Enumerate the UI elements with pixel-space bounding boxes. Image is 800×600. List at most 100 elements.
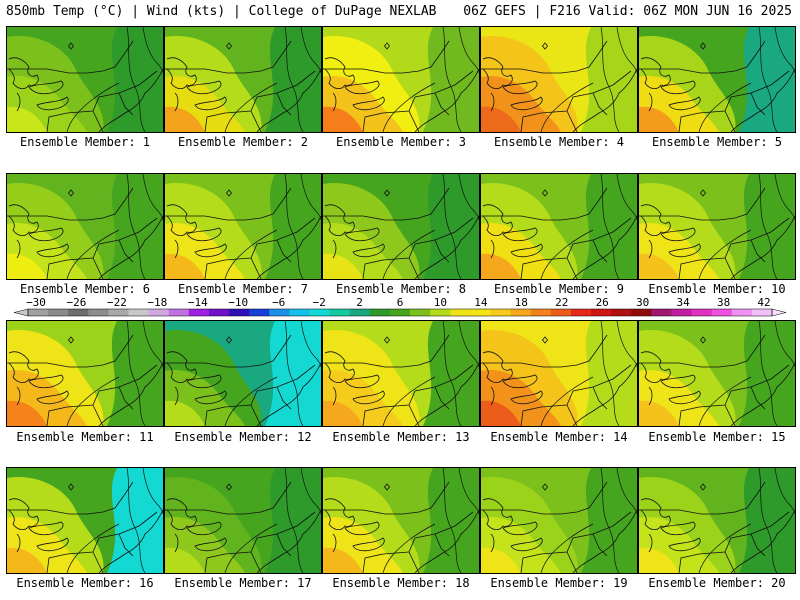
ensemble-panel bbox=[322, 173, 480, 280]
colorbar-swatch bbox=[108, 309, 130, 316]
colorbar-swatch bbox=[410, 309, 431, 316]
colorbar-tick-label: 26 bbox=[596, 296, 609, 309]
colorbar-tick-label: 18 bbox=[515, 296, 528, 309]
colorbar-tick-label: 2 bbox=[356, 296, 363, 309]
colorbar-tick-label: −10 bbox=[228, 296, 248, 309]
colorbar-swatch bbox=[88, 309, 109, 316]
colorbar-tick-label: −6 bbox=[272, 296, 285, 309]
colorbar-tick-label: 38 bbox=[717, 296, 730, 309]
colorbar-tick-label: −30 bbox=[26, 296, 46, 309]
ensemble-panel bbox=[480, 173, 638, 280]
ensemble-member-label: Ensemble Member: 4 bbox=[493, 135, 625, 149]
colorbar-swatch bbox=[389, 309, 411, 316]
temperature-map bbox=[323, 174, 479, 279]
ensemble-member-label: Ensemble Member: 14 bbox=[490, 430, 628, 444]
map-title: 850mb Temp (°C) | Wind (kts) | College o… bbox=[6, 4, 437, 19]
colorbar-swatch bbox=[711, 309, 733, 316]
temperature-map bbox=[481, 321, 637, 426]
ensemble-panel bbox=[480, 467, 638, 574]
colorbar-swatch bbox=[611, 309, 632, 316]
colorbar-tick-label: −26 bbox=[66, 296, 86, 309]
colorbar-tick-label: 6 bbox=[397, 296, 404, 309]
colorbar-swatch bbox=[450, 309, 471, 316]
ensemble-member-label: Ensemble Member: 15 bbox=[648, 430, 786, 444]
colorbar-swatch bbox=[490, 309, 512, 316]
colorbar-swatch bbox=[430, 309, 451, 316]
temperature-map bbox=[165, 27, 321, 132]
ensemble-member-label: Ensemble Member: 20 bbox=[648, 576, 786, 590]
ensemble-member-label: Ensemble Member: 5 bbox=[651, 135, 783, 149]
ensemble-panel bbox=[6, 320, 164, 427]
ensemble-panel bbox=[164, 320, 322, 427]
temperature-map bbox=[481, 174, 637, 279]
ensemble-member-label: Ensemble Member: 8 bbox=[335, 282, 467, 296]
colorbar-swatch bbox=[691, 309, 713, 316]
colorbar-tick-label: −18 bbox=[147, 296, 167, 309]
colorbar-tick-label: −2 bbox=[312, 296, 325, 309]
colorbar-swatch bbox=[369, 309, 391, 316]
temperature-map bbox=[7, 174, 163, 279]
temperature-map bbox=[323, 321, 479, 426]
ensemble-panel bbox=[164, 26, 322, 133]
ensemble-member-label: Ensemble Member: 3 bbox=[335, 135, 467, 149]
ensemble-member-label: Ensemble Member: 1 bbox=[19, 135, 151, 149]
ensemble-member-label: Ensemble Member: 18 bbox=[332, 576, 470, 590]
colorbar-swatch bbox=[671, 309, 693, 316]
ensemble-member-label: Ensemble Member: 16 bbox=[16, 576, 154, 590]
ensemble-member-label: Ensemble Member: 11 bbox=[16, 430, 154, 444]
colorbar-swatch bbox=[188, 309, 210, 316]
colorbar-tick-label: −14 bbox=[188, 296, 208, 309]
temperature-map bbox=[165, 174, 321, 279]
temperature-map bbox=[639, 321, 795, 426]
temperature-map bbox=[7, 27, 163, 132]
colorbar-tick-label: −22 bbox=[107, 296, 127, 309]
ensemble-member-label: Ensemble Member: 13 bbox=[332, 430, 470, 444]
ensemble-member-label: Ensemble Member: 10 bbox=[648, 282, 786, 296]
ensemble-panel bbox=[6, 26, 164, 133]
colorbar-swatch bbox=[751, 309, 773, 316]
ensemble-panel bbox=[164, 467, 322, 574]
colorbar-swatch bbox=[329, 309, 351, 316]
ensemble-panel bbox=[638, 26, 796, 133]
colorbar-swatch bbox=[148, 309, 170, 316]
ensemble-member-label: Ensemble Member: 9 bbox=[493, 282, 625, 296]
colorbar-swatch bbox=[510, 309, 532, 316]
ensemble-panel bbox=[638, 320, 796, 427]
temperature-colorbar: −30 −26 −22 −18 −14 −10 −6 −2 2 6 10 14 18 22 26 30 34 38… bbox=[13, 296, 787, 317]
colorbar-high-arrow bbox=[771, 308, 787, 317]
ensemble-panel bbox=[322, 467, 480, 574]
temperature-map bbox=[323, 27, 479, 132]
ensemble-panel bbox=[322, 26, 480, 133]
ensemble-member-label: Ensemble Member: 17 bbox=[174, 576, 312, 590]
temperature-map bbox=[323, 468, 479, 573]
ensemble-panel bbox=[638, 467, 796, 574]
ensemble-member-label: Ensemble Member: 6 bbox=[19, 282, 151, 296]
colorbar-swatch bbox=[229, 309, 250, 316]
colorbar-swatch bbox=[550, 309, 572, 316]
colorbar-swatch bbox=[349, 309, 371, 316]
ensemble-member-label: Ensemble Member: 7 bbox=[177, 282, 309, 296]
colorbar-swatch bbox=[470, 309, 491, 316]
temperature-map bbox=[481, 27, 637, 132]
colorbar-tick-label: 10 bbox=[434, 296, 447, 309]
colorbar-swatch bbox=[631, 309, 652, 316]
temperature-map bbox=[481, 468, 637, 573]
ensemble-member-label: Ensemble Member: 2 bbox=[177, 135, 309, 149]
ensemble-panel bbox=[480, 26, 638, 133]
ensemble-panel bbox=[6, 467, 164, 574]
temperature-map bbox=[165, 321, 321, 426]
colorbar-swatch bbox=[68, 309, 89, 316]
ensemble-member-label: Ensemble Member: 19 bbox=[490, 576, 628, 590]
ensemble-panel bbox=[480, 320, 638, 427]
temperature-map bbox=[639, 174, 795, 279]
colorbar-swatch bbox=[651, 309, 672, 316]
colorbar-swatch bbox=[731, 309, 753, 316]
colorbar-tick-label: 14 bbox=[474, 296, 488, 309]
temperature-map bbox=[7, 321, 163, 426]
valid-time: 06Z GEFS | F216 Valid: 06Z MON JUN 16 20… bbox=[463, 4, 792, 19]
ensemble-member-label: Ensemble Member: 12 bbox=[174, 430, 312, 444]
colorbar-swatch bbox=[208, 309, 230, 316]
temperature-map bbox=[7, 468, 163, 573]
colorbar-swatch bbox=[269, 309, 290, 316]
colorbar-swatch bbox=[289, 309, 311, 316]
